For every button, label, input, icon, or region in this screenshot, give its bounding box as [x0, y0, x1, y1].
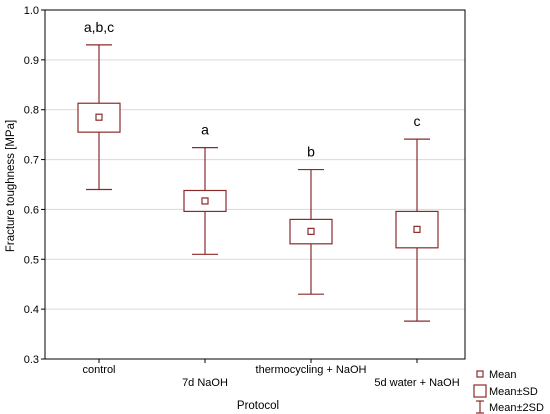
legend-label: Mean±2SD	[489, 402, 544, 414]
mean-marker	[307, 227, 315, 235]
mean-marker	[201, 197, 209, 205]
box-group: b	[289, 144, 333, 295]
x-tick-label: thermocycling + NaOH	[256, 364, 367, 376]
significance-label: a,b,c	[84, 19, 114, 35]
box-group: a,b,c	[77, 19, 121, 191]
legend-item: Mean±2SD	[476, 400, 544, 414]
box-group: a	[183, 122, 227, 255]
significance-label: a	[201, 122, 209, 138]
box-series: a,b,c a b c	[77, 19, 439, 322]
significance-label: c	[414, 113, 421, 129]
legend-item: Mean	[476, 369, 517, 381]
legend-label: Mean±SD	[489, 386, 538, 398]
x-tick-label: 7d NaOH	[182, 377, 228, 389]
legend-item: Mean±SD	[473, 384, 538, 398]
y-axis-ticks: 0.3 0.4 0.5 0.6 0.7 0.8 0.9 1.0	[24, 5, 45, 366]
legend: Mean Mean±SD Mean±2SD	[473, 369, 544, 414]
x-tick-label: control	[82, 364, 115, 376]
mean-marker	[95, 113, 103, 121]
y-tick-label: 0.8	[24, 105, 39, 117]
significance-label: b	[307, 144, 315, 160]
y-axis-title: Fracture toughness [MPa]	[5, 120, 17, 252]
legend-box-icon	[473, 384, 487, 398]
mean-marker	[413, 225, 421, 233]
plot-area-border	[44, 9, 466, 360]
y-tick-label: 0.4	[24, 304, 39, 316]
legend-mean-icon	[476, 370, 484, 378]
plot-frame	[44, 9, 466, 360]
x-axis-title: Protocol	[237, 400, 279, 412]
box-group: c	[395, 113, 439, 322]
x-axis-tick-labels: control 7d NaOH thermocycling + NaOH 5d wat…	[82, 359, 460, 389]
y-tick-label: 0.3	[24, 354, 39, 366]
y-tick-label: 1.0	[24, 5, 39, 17]
grid-lines	[45, 59, 465, 310]
legend-whisker-icon	[476, 400, 484, 414]
y-tick-label: 0.6	[24, 204, 39, 216]
y-tick-label: 0.9	[24, 55, 39, 67]
y-tick-label: 0.7	[24, 155, 39, 167]
x-tick-label: 5d water + NaOH	[374, 377, 459, 389]
legend-label: Mean	[489, 369, 517, 381]
y-tick-label: 0.5	[24, 254, 39, 266]
